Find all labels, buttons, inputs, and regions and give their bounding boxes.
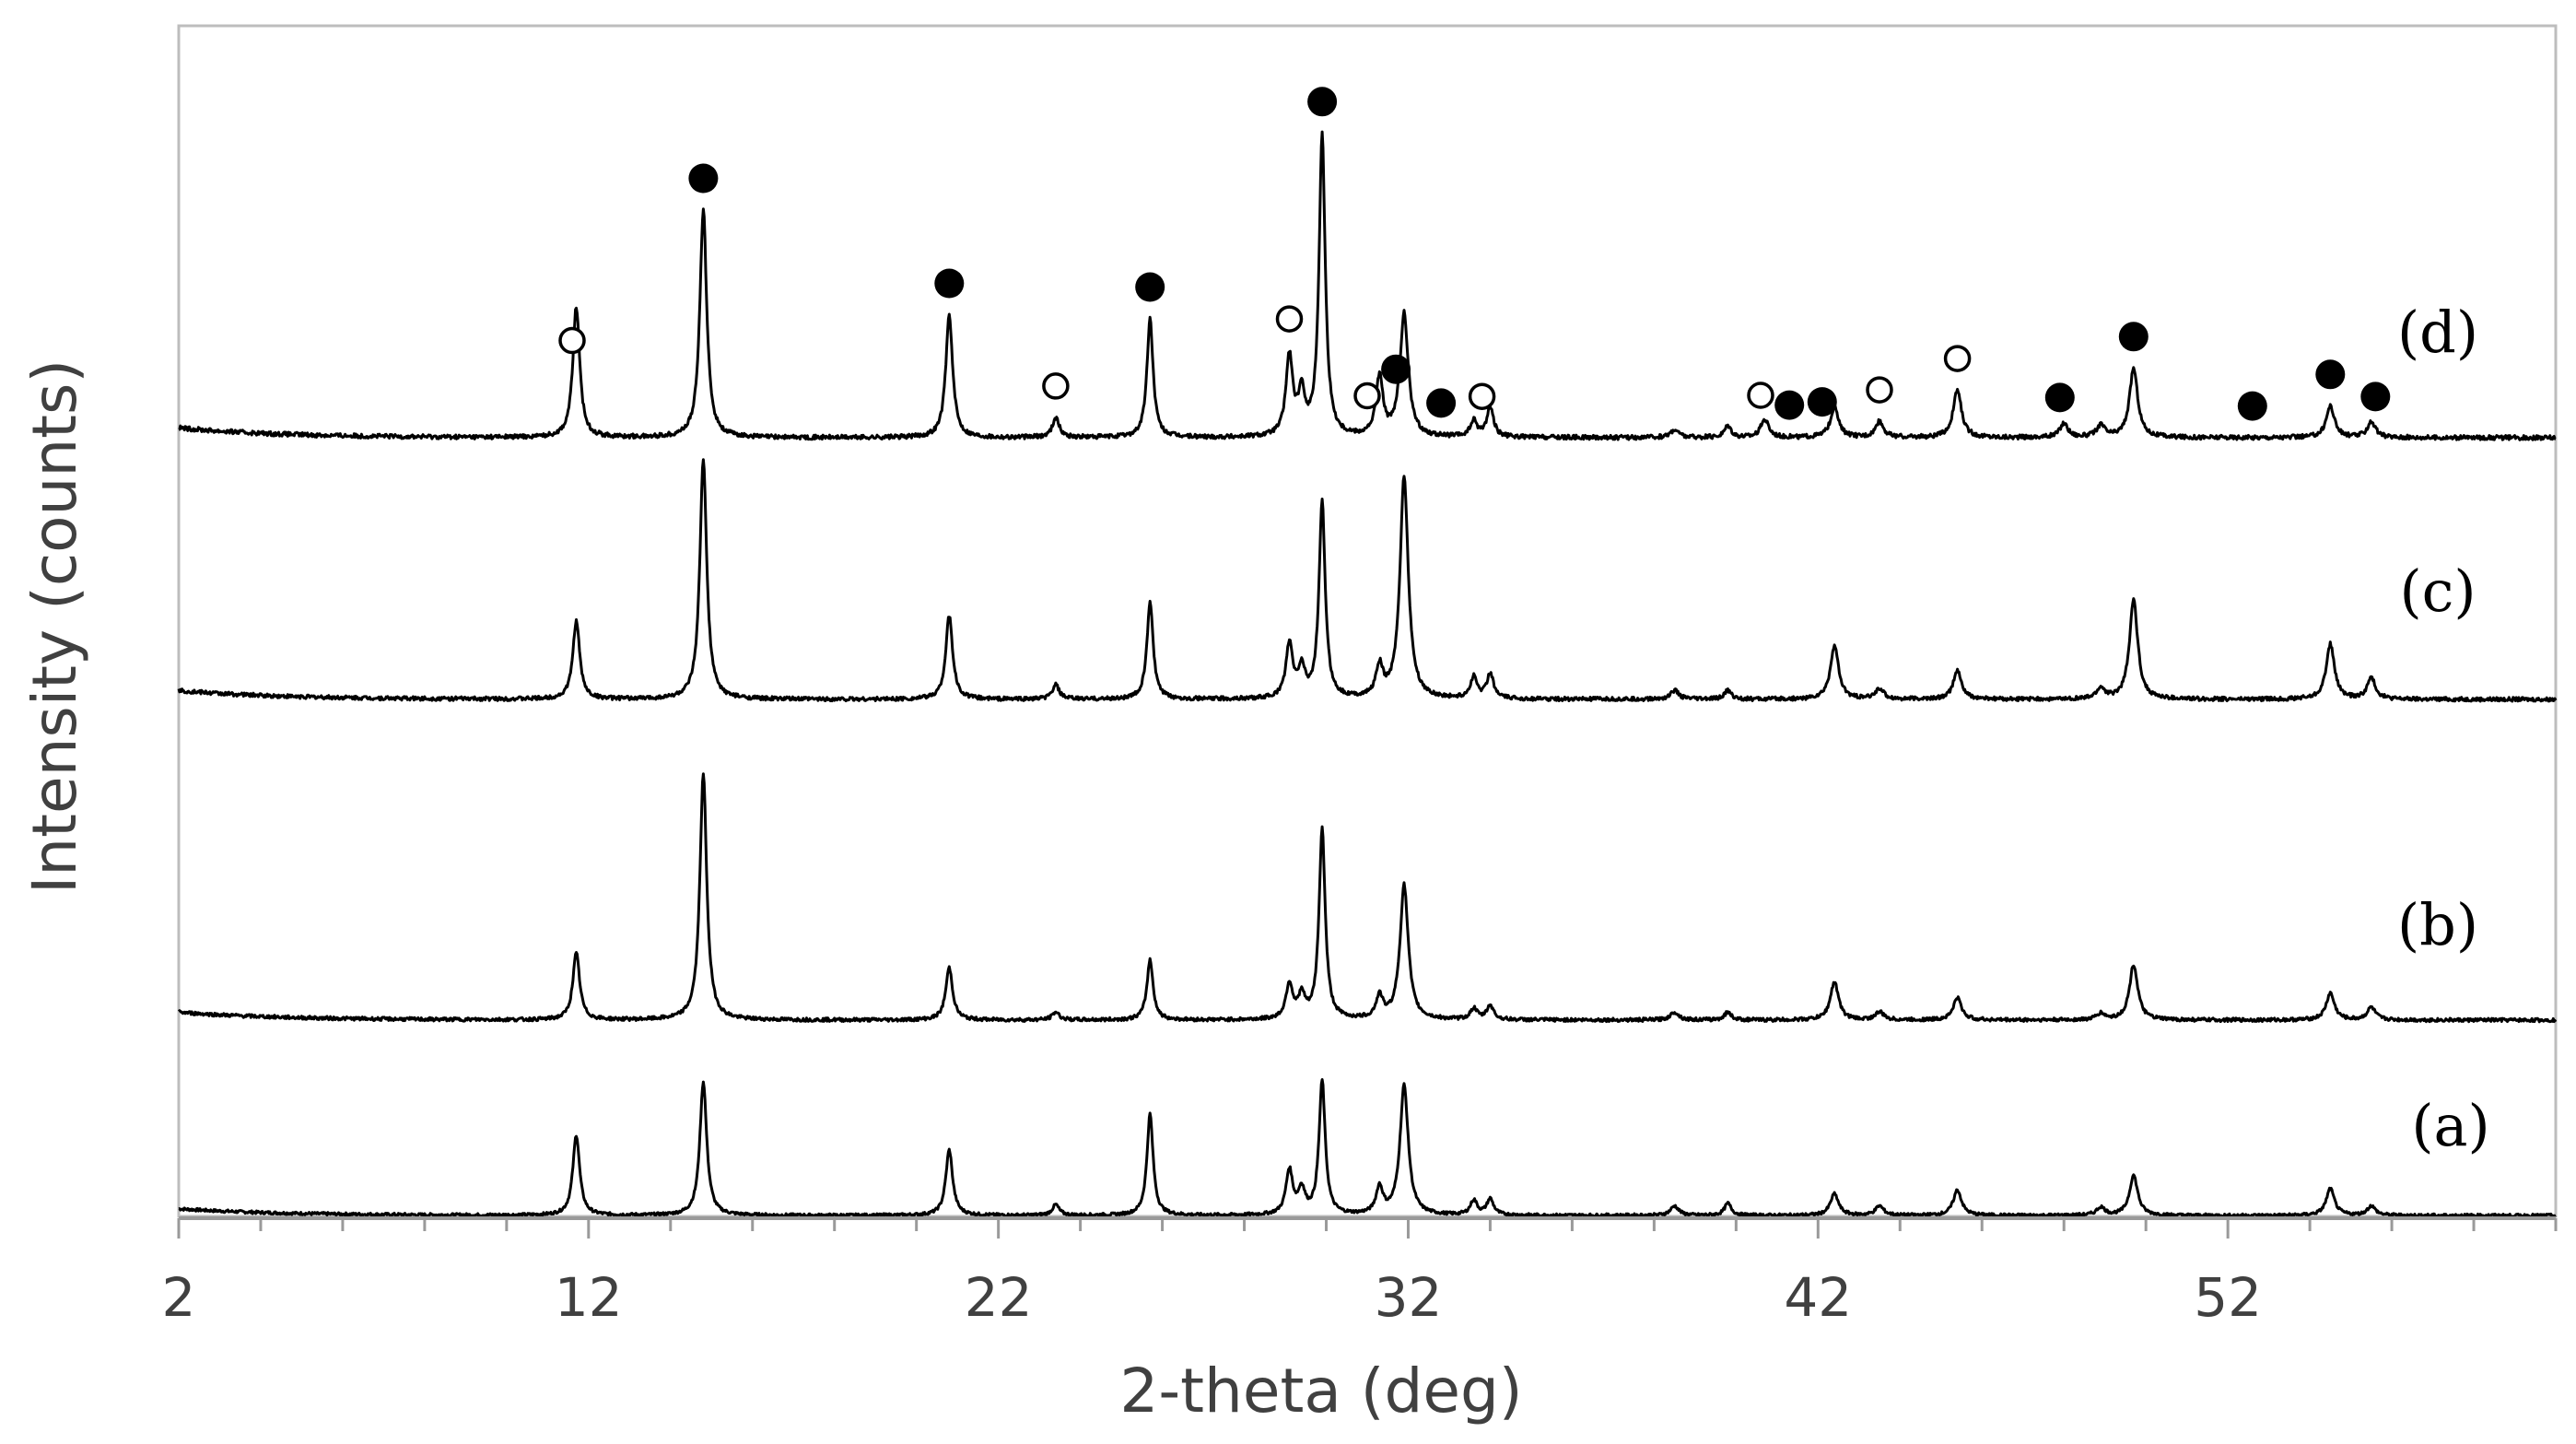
y-axis-title: Intensity (counts) (19, 359, 90, 894)
filled-phase-marker (2118, 322, 2149, 352)
open-phase-marker (1042, 372, 1070, 400)
x-tick-label: 22 (965, 1266, 1033, 1329)
filled-phase-marker (2315, 359, 2346, 390)
filled-phase-marker (688, 163, 719, 194)
series-label: (c) (2399, 558, 2476, 625)
open-phase-marker (1275, 305, 1304, 333)
filled-phase-marker (1381, 354, 1411, 384)
series-traces (177, 130, 2558, 1218)
open-phase-marker (558, 326, 586, 355)
x-tick-label: 32 (1375, 1266, 1443, 1329)
series-trace (177, 458, 2558, 703)
filled-phase-marker (1774, 390, 1805, 420)
filled-phase-marker (1135, 272, 1165, 302)
filled-phase-marker (2044, 382, 2075, 413)
open-phase-marker (1353, 382, 1381, 410)
x-tick-label: 52 (2194, 1266, 2262, 1329)
plot-frame (177, 24, 2558, 1218)
open-phase-marker (1943, 345, 1972, 372)
x-tick-label: 2 (162, 1266, 196, 1329)
open-phase-marker (1866, 376, 1893, 404)
x-ticks: 2 12 22 32 42 52 (162, 1218, 2558, 1329)
filled-phase-marker (1307, 87, 1338, 117)
filled-phase-marker (934, 268, 965, 299)
open-phase-marker (1747, 382, 1774, 409)
phase-markers (558, 87, 2391, 421)
series-trace (178, 130, 2557, 441)
x-axis-title: 2-theta (deg) (1119, 1356, 1522, 1426)
series-label: (a) (2411, 1092, 2489, 1159)
series-labels: (a) (b) (c) (d) (2397, 299, 2490, 1159)
series-trace (178, 1078, 2557, 1218)
series-label: (b) (2397, 891, 2478, 958)
x-tick-label: 42 (1784, 1266, 1852, 1329)
filled-phase-marker (2360, 382, 2391, 412)
series-label: (d) (2397, 299, 2478, 366)
filled-phase-marker (1426, 388, 1457, 418)
open-phase-marker (1468, 382, 1496, 410)
x-tick-label: 12 (555, 1266, 623, 1329)
series-trace (177, 772, 2558, 1024)
filled-phase-marker (1807, 387, 1837, 417)
filled-phase-marker (2237, 391, 2267, 421)
